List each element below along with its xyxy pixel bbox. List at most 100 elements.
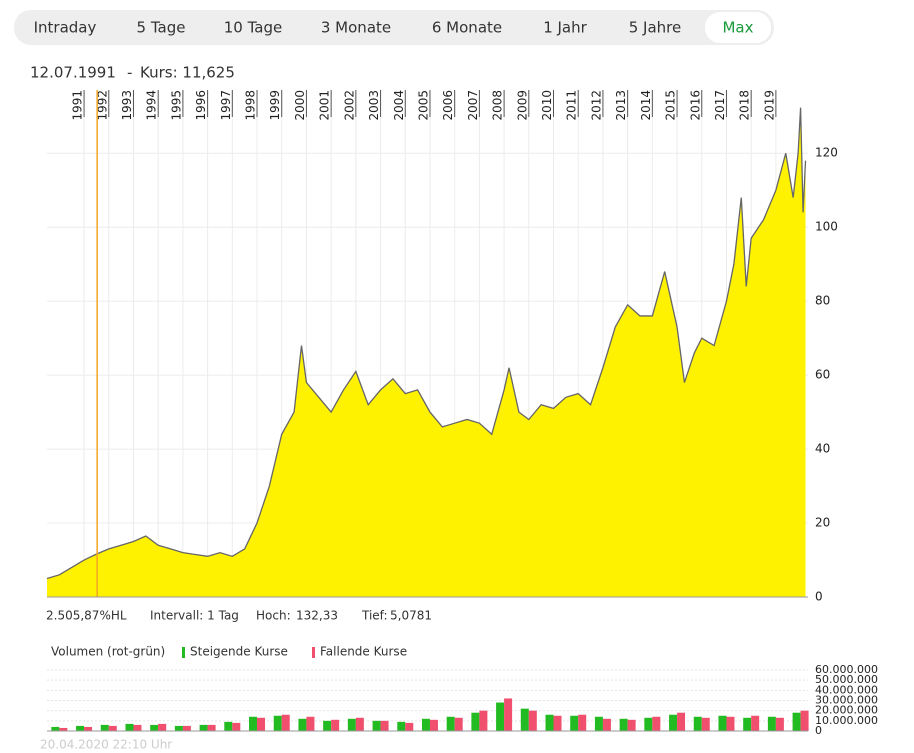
tab-active-bg — [705, 12, 771, 43]
volume-bar — [207, 724, 216, 731]
x-tick-label: 1994 — [145, 90, 159, 121]
x-tick-label: 2016 — [688, 90, 702, 121]
volume-bar — [792, 712, 801, 731]
x-tick-label: 2011 — [565, 90, 579, 121]
x-tick-label: 2002 — [342, 90, 356, 121]
tab[interactable]: 5 Tage — [137, 19, 186, 37]
volume-bar — [224, 721, 233, 731]
volume-bar — [355, 717, 364, 731]
volume-bar — [429, 719, 438, 731]
volume-bar — [397, 721, 406, 731]
volume-bar — [257, 717, 266, 731]
volume-bar — [693, 716, 702, 731]
stat-change: 2.505,87%HL — [46, 609, 127, 623]
volume-bar — [644, 717, 653, 731]
price-line — [46, 107, 807, 580]
volume-bar — [174, 725, 183, 731]
legend-label: Fallende Kurse — [320, 645, 407, 659]
volume-bar — [726, 716, 735, 731]
volume-bar — [232, 722, 241, 731]
x-tick-label: 2010 — [540, 90, 554, 121]
volume-bar — [669, 714, 678, 731]
volume-bar — [471, 712, 480, 731]
tab-bar — [14, 10, 774, 45]
volume-bar — [108, 725, 117, 731]
x-tick-label: 1991 — [71, 90, 85, 121]
volume-bar — [323, 720, 332, 731]
volume-bar — [627, 719, 636, 731]
volume-bar — [528, 710, 537, 731]
y-tick-label: 0 — [815, 590, 823, 604]
volume-bar — [718, 715, 727, 731]
x-tick-label: 1993 — [120, 90, 134, 121]
y-tick-label: 80 — [815, 294, 830, 308]
volume-bar — [182, 725, 191, 731]
tab[interactable]: 6 Monate — [432, 19, 502, 37]
volume-bar — [249, 716, 258, 731]
x-tick-label: 2018 — [738, 90, 752, 121]
header-date: 12.07.1991 — [30, 64, 116, 82]
volume-bar — [421, 718, 430, 731]
tab[interactable]: 10 Tage — [224, 19, 282, 37]
x-tick-label: 2001 — [318, 90, 332, 121]
volume-bar — [602, 718, 611, 731]
legend-label: Steigende Kurse — [190, 645, 288, 659]
volume-bar — [84, 726, 93, 731]
x-tick-label: 2004 — [392, 90, 406, 121]
footer-time: 20.04.2020 22:10 Uhr — [40, 738, 172, 752]
volume-bar — [479, 710, 488, 731]
x-tick-label: 2009 — [515, 90, 529, 121]
stat-high: 132,33 — [296, 609, 338, 623]
volume-bar — [76, 725, 85, 731]
volume-bar — [133, 724, 142, 731]
volume-bar — [553, 715, 562, 731]
volume-bar — [578, 714, 587, 731]
volume-bar — [751, 715, 760, 731]
x-tick-label: 2019 — [762, 90, 776, 121]
stat-high-label: Hoch: — [256, 609, 291, 623]
volume-bar — [619, 718, 628, 731]
y-tick-label: 20.000.000 — [815, 704, 878, 717]
volume-bar — [743, 717, 752, 731]
stat-interval: Intervall: 1 Tag — [150, 609, 239, 623]
volume-bar — [51, 726, 60, 731]
volume-bar — [652, 716, 661, 731]
x-tick-label: 2003 — [367, 90, 381, 121]
tab[interactable]: Intraday — [34, 19, 97, 37]
x-tick-label: 2017 — [713, 90, 727, 121]
tab[interactable]: Max — [722, 19, 753, 37]
x-tick-label: 2015 — [664, 90, 678, 121]
y-tick-label: 60 — [815, 368, 830, 382]
volume-bar — [347, 718, 356, 731]
volume-bar — [372, 720, 381, 731]
x-tick-label: 1992 — [95, 90, 109, 121]
y-tick-label: 50.000.000 — [815, 673, 878, 686]
volume-bar — [380, 720, 389, 731]
volume-bar — [594, 716, 603, 731]
volume-bar — [298, 718, 307, 731]
tab[interactable]: 5 Jahre — [629, 19, 682, 37]
volume-title: Volumen (rot-grün) — [51, 645, 165, 659]
y-tick-label: 0 — [815, 724, 822, 737]
y-tick-label: 100 — [815, 220, 838, 234]
volume-bar — [331, 719, 340, 731]
volume-bar — [701, 717, 710, 731]
volume-bar — [775, 717, 784, 731]
price-area — [47, 107, 806, 598]
volume-bar — [570, 715, 579, 731]
x-tick-label: 2014 — [639, 90, 653, 121]
volume-bar — [677, 712, 686, 731]
x-tick-label: 2008 — [491, 90, 505, 121]
x-tick-label: 2012 — [589, 90, 603, 121]
volume-bar — [281, 714, 290, 731]
x-tick-label: 2013 — [614, 90, 628, 121]
x-tick-label: 1998 — [244, 90, 258, 121]
stat-low-label: Tief: — [361, 609, 388, 623]
tab[interactable]: 1 Jahr — [543, 19, 587, 37]
volume-bar — [59, 727, 68, 731]
tab[interactable]: 3 Monate — [321, 19, 391, 37]
volume-bar — [199, 724, 208, 731]
volume-bar — [545, 714, 554, 731]
x-tick-label: 2006 — [441, 90, 455, 121]
x-tick-label: 1996 — [194, 90, 208, 121]
